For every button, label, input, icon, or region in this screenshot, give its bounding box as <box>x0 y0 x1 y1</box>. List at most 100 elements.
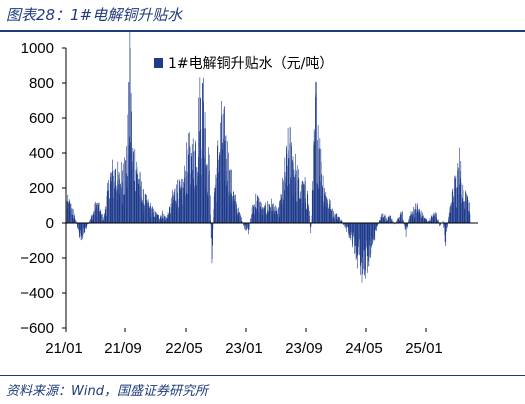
data-bar <box>360 223 362 263</box>
data-bar <box>86 223 88 225</box>
data-bar <box>302 180 303 223</box>
data-bar <box>423 215 424 223</box>
data-bar <box>373 223 374 240</box>
data-bar <box>291 145 292 223</box>
data-bar <box>426 219 428 223</box>
data-bar <box>258 196 259 223</box>
data-bar <box>459 184 460 223</box>
data-bar <box>307 194 309 223</box>
x-tick-label: 23/01 <box>225 340 263 357</box>
data-bar <box>337 216 339 223</box>
data-bar <box>340 220 341 223</box>
data-bar <box>245 223 246 226</box>
data-bar <box>400 211 402 223</box>
data-bar <box>348 223 350 239</box>
data-bar <box>128 82 129 223</box>
data-bar <box>236 208 238 223</box>
y-tick-label: 1000 <box>21 40 54 57</box>
data-bar <box>269 207 271 223</box>
data-bar <box>374 223 376 240</box>
data-bar <box>322 175 324 223</box>
data-bar <box>275 208 277 223</box>
data-bar <box>160 219 162 223</box>
data-bar <box>164 216 165 223</box>
data-bar <box>155 212 157 223</box>
y-tick-label: 0 <box>46 215 54 232</box>
data-bar <box>336 219 338 223</box>
data-bar <box>336 213 338 223</box>
data-bar <box>176 184 177 223</box>
data-bar <box>312 190 314 223</box>
data-bar <box>405 223 407 237</box>
data-bar <box>346 223 348 232</box>
data-bar <box>257 200 259 223</box>
data-bar <box>392 221 393 223</box>
data-bar <box>95 201 96 223</box>
bar-series <box>66 32 471 283</box>
data-bar <box>310 223 312 227</box>
data-bar <box>402 219 403 223</box>
data-bar <box>354 223 355 254</box>
data-bar <box>317 125 319 223</box>
data-bar <box>460 194 462 223</box>
data-bar <box>215 177 217 223</box>
data-bar <box>243 223 245 227</box>
data-bar <box>219 155 221 223</box>
data-bar <box>326 197 328 223</box>
data-bar <box>333 210 334 223</box>
data-bar <box>166 217 167 223</box>
data-bar <box>112 171 113 223</box>
data-bar <box>384 216 385 223</box>
data-bar <box>241 217 242 223</box>
data-bar <box>467 203 469 223</box>
data-bar <box>231 200 233 223</box>
data-bar <box>208 147 209 223</box>
data-bar <box>153 216 155 223</box>
data-bar <box>190 152 192 223</box>
figure-title: 图表28：1#电解铜升贴水 <box>6 6 183 24</box>
data-bar <box>254 204 255 223</box>
data-bar <box>90 219 91 223</box>
data-bar <box>222 138 224 223</box>
data-bar <box>150 205 151 223</box>
data-bar <box>466 195 468 223</box>
data-bar <box>119 193 121 223</box>
x-tick-label: 21/09 <box>104 340 142 357</box>
data-bar <box>140 186 141 223</box>
data-bar <box>428 220 429 223</box>
data-bar <box>388 216 390 223</box>
data-bar <box>352 223 353 248</box>
data-bar <box>259 202 260 223</box>
data-bar <box>217 172 219 223</box>
data-bar <box>290 177 291 223</box>
data-bar <box>133 152 134 223</box>
data-bar <box>131 111 132 223</box>
data-bar <box>91 215 93 223</box>
y-axis-ticks: 1000 800 600 400 200 0 −200 −400 −600 <box>20 40 66 337</box>
data-bar <box>169 207 171 223</box>
data-bar <box>359 223 360 240</box>
data-bar <box>105 215 107 223</box>
data-bar <box>262 208 264 223</box>
data-bar <box>67 201 69 223</box>
data-bar <box>83 223 84 229</box>
data-bar <box>205 165 207 223</box>
data-bar <box>224 140 226 223</box>
data-bar <box>331 217 333 223</box>
x-tick-label: 21/01 <box>45 340 83 357</box>
data-bar <box>122 163 124 223</box>
data-bar <box>379 220 381 223</box>
legend: 1#电解铜升贴水（元/吨） <box>154 56 333 72</box>
data-bar <box>454 175 455 223</box>
data-bar <box>171 207 172 223</box>
data-bar <box>126 146 127 223</box>
legend-swatch <box>154 58 163 68</box>
data-bar <box>153 208 154 223</box>
data-bar <box>184 184 186 223</box>
data-bar <box>412 213 414 223</box>
data-bar <box>304 184 305 223</box>
data-bar <box>185 170 186 223</box>
data-bar <box>147 202 148 223</box>
data-bar <box>281 204 283 223</box>
data-bar <box>316 82 317 223</box>
